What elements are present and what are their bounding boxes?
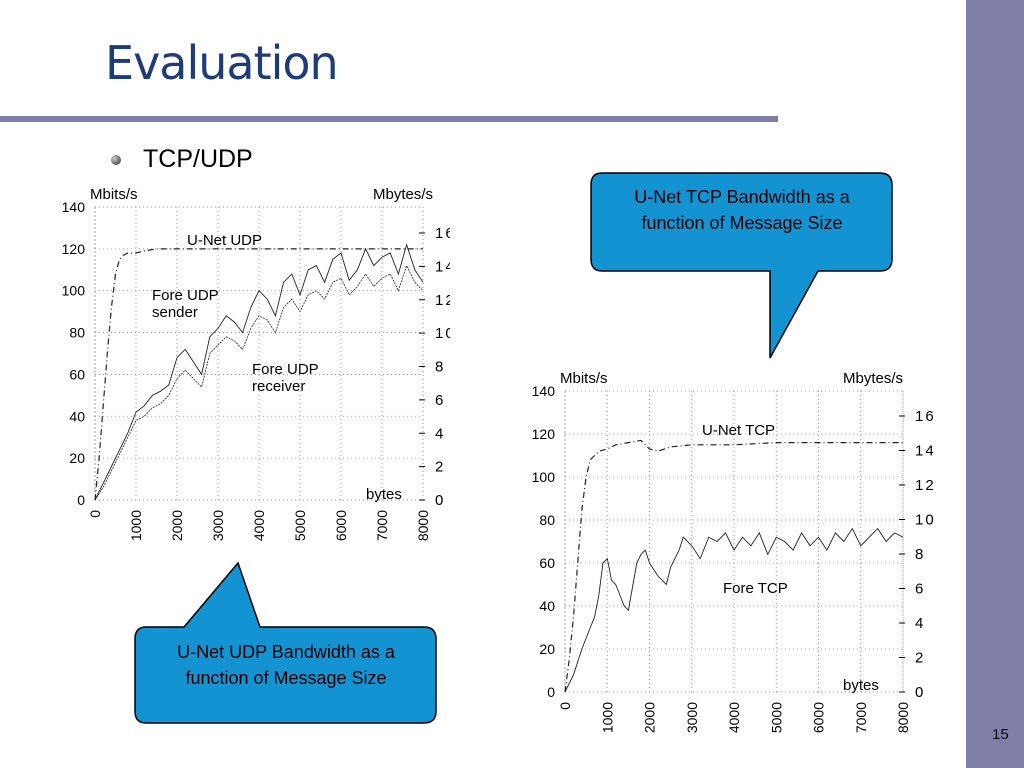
y-tick-label: 140 — [532, 383, 556, 399]
x-tick-label: 4000 — [251, 510, 267, 541]
x-tick-label: 0 — [87, 510, 103, 518]
series-label: U-Net UDP — [187, 232, 262, 249]
left-axis-label: Mbits/s — [90, 186, 138, 203]
bullet-text: TCP/UDP — [143, 145, 253, 173]
right-axis-label: Mbytes/s — [843, 370, 903, 387]
udp-bandwidth-chart: 0 1000 2000 3000 4000 5000 6000 7000 80000204060… — [62, 186, 450, 541]
y-tick-label: 80 — [69, 325, 85, 341]
y2-tick-label: 2 — [915, 650, 925, 667]
x-tick-label: 7000 — [853, 702, 869, 733]
y2-tick-label: 10 — [915, 512, 935, 529]
udp-callout-text: U-Net UDP Bandwidth as a function of Mes… — [177, 642, 395, 688]
series-line — [94, 243, 424, 501]
bullet-icon — [111, 155, 121, 165]
y2-tick-label: 6 — [915, 581, 925, 598]
y2-tick-label: 14 — [435, 258, 450, 275]
series-label: U-Net TCP — [702, 422, 775, 439]
title-underline — [0, 116, 778, 122]
y2-tick-label: 0 — [435, 492, 445, 509]
series-line — [94, 264, 424, 501]
series-label: Fore TCP — [723, 580, 788, 597]
y2-tick-label: 10 — [435, 325, 450, 342]
y-tick-label: 60 — [539, 555, 555, 571]
series-line — [564, 439, 903, 693]
x-unit-label: bytes — [366, 486, 402, 503]
y2-tick-label: 4 — [915, 615, 925, 632]
tcp-callout: U-Net TCP Bandwidth as a function of Mes… — [590, 172, 894, 362]
y-tick-label: 60 — [69, 366, 85, 382]
y-tick-label: 140 — [62, 199, 86, 215]
left-axis-label: Mbits/s — [560, 370, 608, 387]
x-tick-label: 5000 — [768, 702, 784, 733]
series-label: Fore UDP — [252, 361, 319, 378]
y-tick-label: 120 — [62, 241, 86, 257]
series-label: sender — [152, 304, 198, 321]
y2-tick-label: 4 — [435, 425, 445, 442]
series-line — [94, 248, 423, 501]
y2-tick-label: 2 — [435, 459, 445, 476]
y2-tick-label: 8 — [435, 359, 445, 376]
series-line — [564, 527, 904, 693]
y2-tick-label: 14 — [915, 443, 935, 460]
y2-tick-label: 12 — [435, 292, 450, 309]
right-axis-label: Mbytes/s — [373, 186, 433, 203]
x-tick-label: 6000 — [333, 510, 349, 541]
x-tick-label: 1000 — [128, 510, 144, 541]
y2-tick-label: 0 — [915, 684, 925, 701]
tcp-callout-text: U-Net TCP Bandwidth as a function of Mes… — [634, 187, 850, 233]
y-tick-label: 40 — [69, 408, 85, 424]
page-number: 15 — [992, 726, 1009, 743]
y2-tick-label: 16 — [435, 225, 450, 242]
slide-sidebar-band — [966, 0, 1024, 768]
x-unit-label: bytes — [843, 677, 879, 694]
series-label: receiver — [252, 378, 305, 395]
x-tick-label: 1000 — [599, 702, 615, 733]
x-tick-label: 2000 — [169, 510, 185, 541]
y2-tick-label: 8 — [915, 546, 925, 563]
udp-callout: U-Net UDP Bandwidth as a function of Mes… — [134, 560, 438, 725]
tcp-callout-shape — [590, 172, 893, 359]
x-tick-label: 3000 — [210, 510, 226, 541]
y2-tick-label: 6 — [435, 392, 445, 409]
y-tick-label: 20 — [69, 450, 85, 466]
x-tick-label: 0 — [557, 702, 573, 710]
y2-tick-label: 12 — [915, 477, 935, 494]
y-tick-label: 0 — [547, 684, 555, 700]
x-tick-label: 2000 — [642, 702, 658, 733]
x-tick-label: 7000 — [374, 510, 390, 541]
y-tick-label: 0 — [77, 492, 85, 508]
x-tick-label: 3000 — [684, 702, 700, 733]
y-tick-label: 80 — [539, 512, 555, 528]
y-tick-label: 40 — [539, 598, 555, 614]
x-tick-label: 6000 — [811, 702, 827, 733]
x-tick-label: 5000 — [292, 510, 308, 541]
udp-callout-shape — [134, 561, 437, 724]
series-label: Fore UDP — [152, 287, 219, 304]
y-tick-label: 20 — [539, 641, 555, 657]
y-tick-label: 100 — [532, 469, 556, 485]
y-tick-label: 120 — [532, 426, 556, 442]
tcp-bandwidth-chart: 0 1000 2000 3000 4000 5000 6000 7000 80000204060… — [532, 370, 935, 733]
y-tick-label: 100 — [62, 283, 86, 299]
x-tick-label: 8000 — [415, 510, 431, 541]
y2-tick-label: 16 — [915, 408, 935, 425]
slide-title: Evaluation — [105, 36, 339, 90]
x-tick-label: 4000 — [726, 702, 742, 733]
x-tick-label: 8000 — [895, 702, 911, 733]
